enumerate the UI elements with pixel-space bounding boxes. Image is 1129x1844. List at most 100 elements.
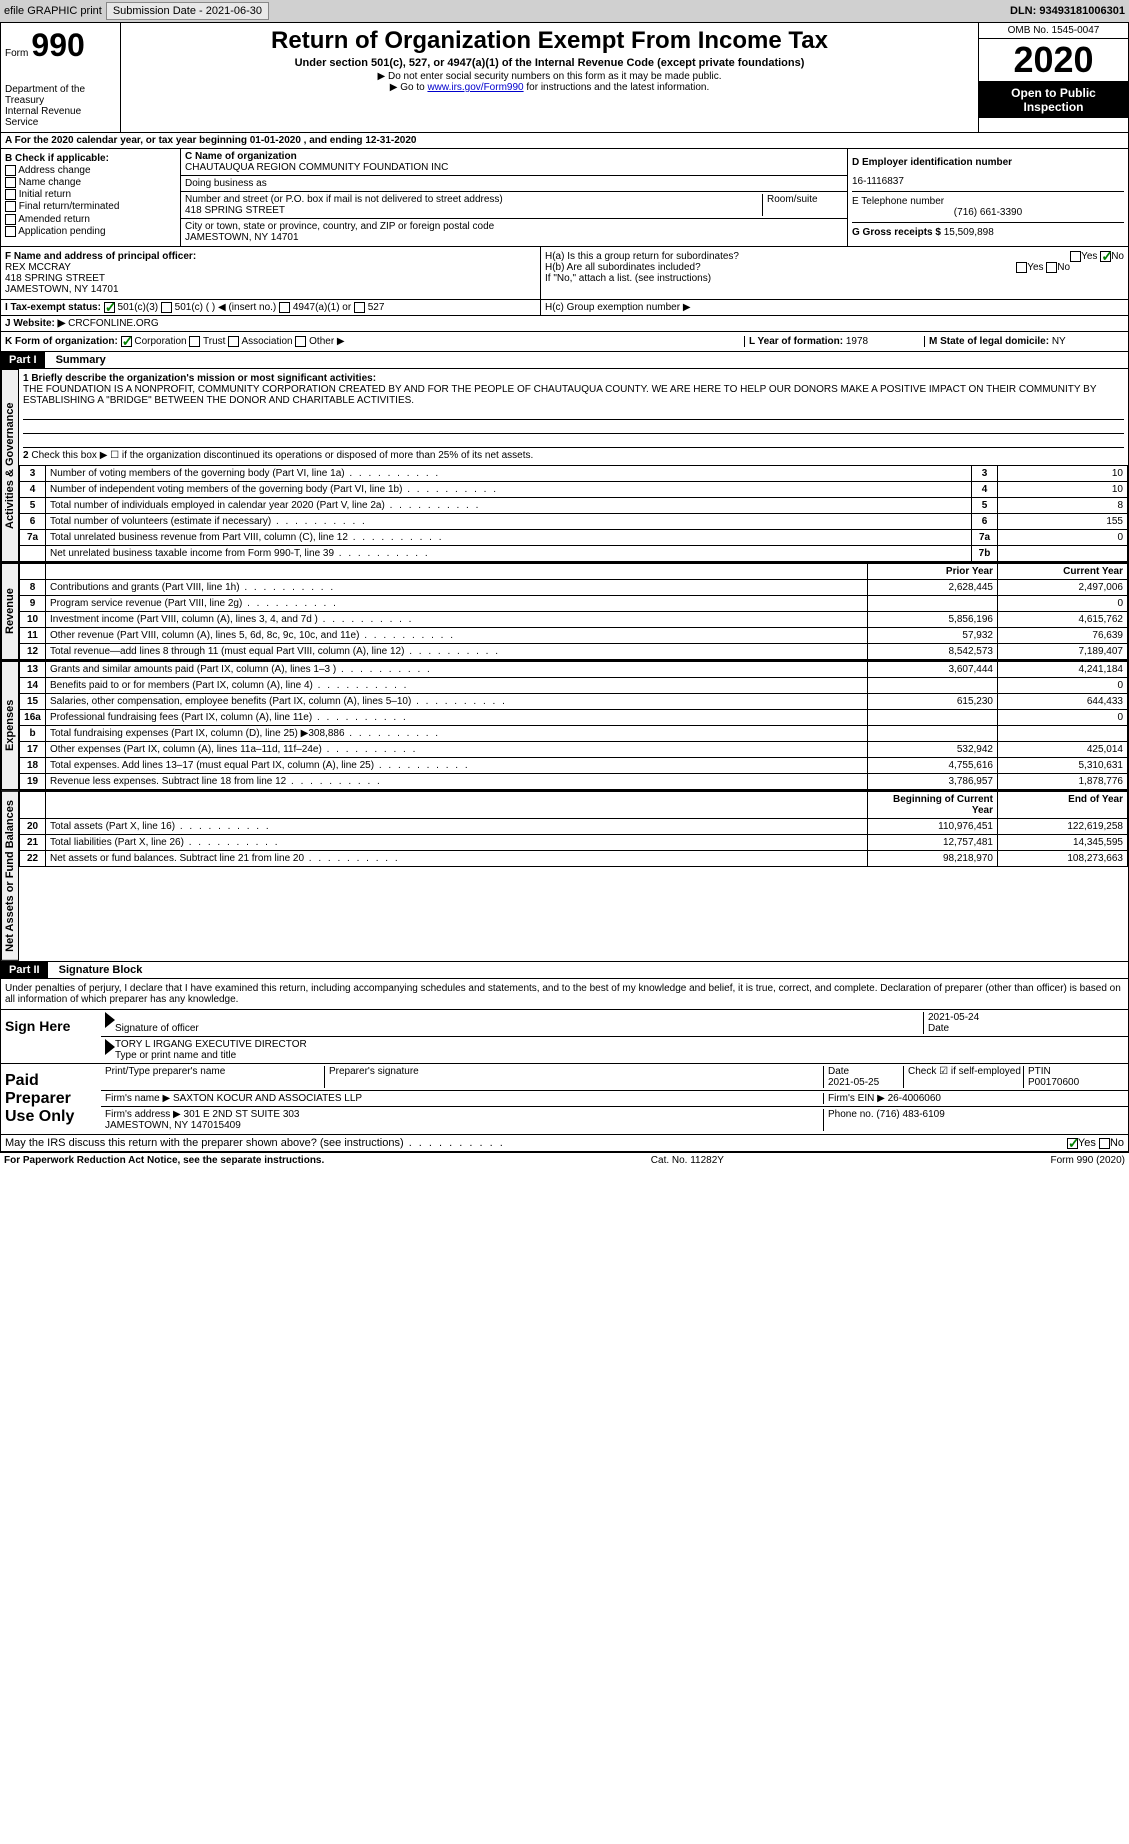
- receipts-value: 15,509,898: [944, 227, 994, 238]
- paid-preparer-row: Paid Preparer Use Only Print/Type prepar…: [1, 1064, 1128, 1135]
- table-row: 21Total liabilities (Part X, line 26)12,…: [20, 835, 1128, 851]
- officer-addr1: 418 SPRING STREET: [5, 273, 536, 284]
- revenue-label: Revenue: [1, 563, 19, 660]
- paid-preparer-label: Paid Preparer Use Only: [1, 1064, 101, 1134]
- h-b: H(b) Are all subordinates included? Yes …: [545, 262, 1124, 273]
- year-formation: 1978: [846, 336, 868, 347]
- dept-label: Department of the Treasury Internal Reve…: [5, 84, 116, 128]
- c-addr-row: Number and street (or P.O. box if mail i…: [181, 192, 847, 219]
- cb-501c3[interactable]: [104, 302, 115, 313]
- room-suite: Room/suite: [763, 194, 843, 216]
- b-label: B Check if applicable:: [5, 153, 176, 164]
- cb-discuss-no[interactable]: [1099, 1138, 1110, 1149]
- cb-final[interactable]: Final return/terminated: [5, 201, 176, 212]
- form-version: Form 990 (2020): [1051, 1155, 1125, 1166]
- year-box: OMB No. 1545-0047 2020 Open to Public In…: [978, 23, 1128, 132]
- ptin: P00170600: [1028, 1077, 1079, 1088]
- city: JAMESTOWN, NY 14701: [185, 232, 843, 243]
- table-row: 20Total assets (Part X, line 16)110,976,…: [20, 819, 1128, 835]
- cb-4947[interactable]: [279, 302, 290, 313]
- governance-section: Activities & Governance 1 Briefly descri…: [1, 369, 1128, 563]
- phone-value: (716) 661-3390: [852, 207, 1124, 218]
- table-row: 10Investment income (Part VIII, column (…: [20, 612, 1128, 628]
- info-grid-2: F Name and address of principal officer:…: [1, 247, 1128, 300]
- governance-label: Activities & Governance: [1, 369, 19, 562]
- table-row: 9Program service revenue (Part VIII, lin…: [20, 596, 1128, 612]
- prep-date: 2021-05-25: [828, 1077, 879, 1088]
- table-row: 19Revenue less expenses. Subtract line 1…: [20, 774, 1128, 790]
- cb-name[interactable]: Name change: [5, 177, 176, 188]
- discuss-row: May the IRS discuss this return with the…: [1, 1135, 1128, 1152]
- website-row: J Website: ▶ CRCFONLINE.ORG: [1, 316, 1128, 332]
- sign-here-label: Sign Here: [1, 1010, 101, 1063]
- dln-label: DLN: 93493181006301: [1010, 5, 1125, 17]
- cb-trust[interactable]: [189, 336, 200, 347]
- netassets-label: Net Assets or Fund Balances: [1, 791, 19, 961]
- col-d: D Employer identification number 16-1116…: [848, 149, 1128, 246]
- inspection-label: Open to Public Inspection: [979, 82, 1128, 118]
- ein-value: 16-1116837: [852, 176, 1124, 187]
- table-row: 12Total revenue—add lines 8 through 11 (…: [20, 644, 1128, 660]
- table-row: 3Number of voting members of the governi…: [20, 466, 1128, 482]
- net-table: Beginning of Current YearEnd of Year 20T…: [19, 791, 1128, 867]
- firm-name: SAXTON KOCUR AND ASSOCIATES LLP: [173, 1093, 362, 1104]
- arrow-icon: [105, 1039, 115, 1055]
- gov-table: 3Number of voting members of the governi…: [19, 465, 1128, 562]
- submission-date-button[interactable]: Submission Date - 2021-06-30: [106, 2, 269, 20]
- note-ssn: ▶ Do not enter social security numbers o…: [125, 71, 974, 82]
- table-row: 4Number of independent voting members of…: [20, 482, 1128, 498]
- info-grid: B Check if applicable: Address change Na…: [1, 149, 1128, 247]
- netassets-section: Net Assets or Fund Balances Beginning of…: [1, 791, 1128, 962]
- expenses-label: Expenses: [1, 661, 19, 790]
- table-row: 8Contributions and grants (Part VIII, li…: [20, 580, 1128, 596]
- table-row: 22Net assets or fund balances. Subtract …: [20, 851, 1128, 867]
- table-row: 5Total number of individuals employed in…: [20, 498, 1128, 514]
- cb-assoc[interactable]: [228, 336, 239, 347]
- state-domicile: NY: [1052, 336, 1066, 347]
- cb-corp[interactable]: [121, 336, 132, 347]
- cb-initial[interactable]: Initial return: [5, 189, 176, 200]
- table-row: 17Other expenses (Part IX, column (A), l…: [20, 742, 1128, 758]
- cb-other[interactable]: [295, 336, 306, 347]
- form-prefix: Form: [5, 48, 28, 59]
- g-receipts: G Gross receipts $ 15,509,898: [852, 223, 1124, 242]
- table-row: 14Benefits paid to or for members (Part …: [20, 678, 1128, 694]
- form-number-box: Form 990 Department of the Treasury Inte…: [1, 23, 121, 132]
- cat-no: Cat. No. 11282Y: [651, 1155, 724, 1166]
- cb-discuss-yes[interactable]: [1067, 1138, 1078, 1149]
- col-h: H(a) Is this a group return for subordin…: [541, 247, 1128, 299]
- top-bar: efile GRAPHIC print Submission Date - 20…: [0, 0, 1129, 22]
- irs-link[interactable]: www.irs.gov/Form990: [427, 82, 523, 93]
- sign-here-row: Sign Here Signature of officer2021-05-24…: [1, 1010, 1128, 1064]
- rev-table: Prior YearCurrent Year 8Contributions an…: [19, 563, 1128, 660]
- mission-text: THE FOUNDATION IS A NONPROFIT, COMMUNITY…: [23, 384, 1124, 406]
- d-ein: D Employer identification number 16-1116…: [852, 153, 1124, 192]
- note-link: ▶ Go to www.irs.gov/Form990 for instruct…: [125, 82, 974, 93]
- part1-header: Part I Summary: [1, 352, 1128, 369]
- col-b: B Check if applicable: Address change Na…: [1, 149, 181, 246]
- h-c: H(c) Group exemption number ▶: [541, 300, 695, 315]
- h-note: If "No," attach a list. (see instruction…: [545, 273, 1124, 284]
- sign-date: 2021-05-24: [928, 1012, 979, 1023]
- firm-ein: 26-4006060: [888, 1093, 941, 1104]
- page-footer: For Paperwork Reduction Act Notice, see …: [0, 1153, 1129, 1168]
- table-row: 11Other revenue (Part VIII, column (A), …: [20, 628, 1128, 644]
- form-main: Form 990 Department of the Treasury Inte…: [0, 22, 1129, 1153]
- form-subtitle: Under section 501(c), 527, or 4947(a)(1)…: [125, 57, 974, 69]
- signature-block: Sign Here Signature of officer2021-05-24…: [1, 1010, 1128, 1135]
- tax-year: 2020: [979, 39, 1128, 82]
- cb-amended[interactable]: Amended return: [5, 214, 176, 225]
- officer-name: REX MCCRAY: [5, 262, 536, 273]
- cb-527[interactable]: [354, 302, 365, 313]
- expenses-section: Expenses 13Grants and similar amounts pa…: [1, 661, 1128, 791]
- table-row: 7aTotal unrelated business revenue from …: [20, 530, 1128, 546]
- form-number: 990: [31, 27, 84, 63]
- cb-501c[interactable]: [161, 302, 172, 313]
- form-header: Form 990 Department of the Treasury Inte…: [1, 23, 1128, 133]
- org-name: CHAUTAUQUA REGION COMMUNITY FOUNDATION I…: [185, 162, 843, 173]
- cb-application[interactable]: Application pending: [5, 226, 176, 237]
- officer-addr2: JAMESTOWN, NY 14701: [5, 284, 536, 295]
- tax-status-row: I Tax-exempt status: 501(c)(3) 501(c) ( …: [1, 300, 1128, 316]
- exp-table: 13Grants and similar amounts paid (Part …: [19, 661, 1128, 790]
- cb-address[interactable]: Address change: [5, 165, 176, 176]
